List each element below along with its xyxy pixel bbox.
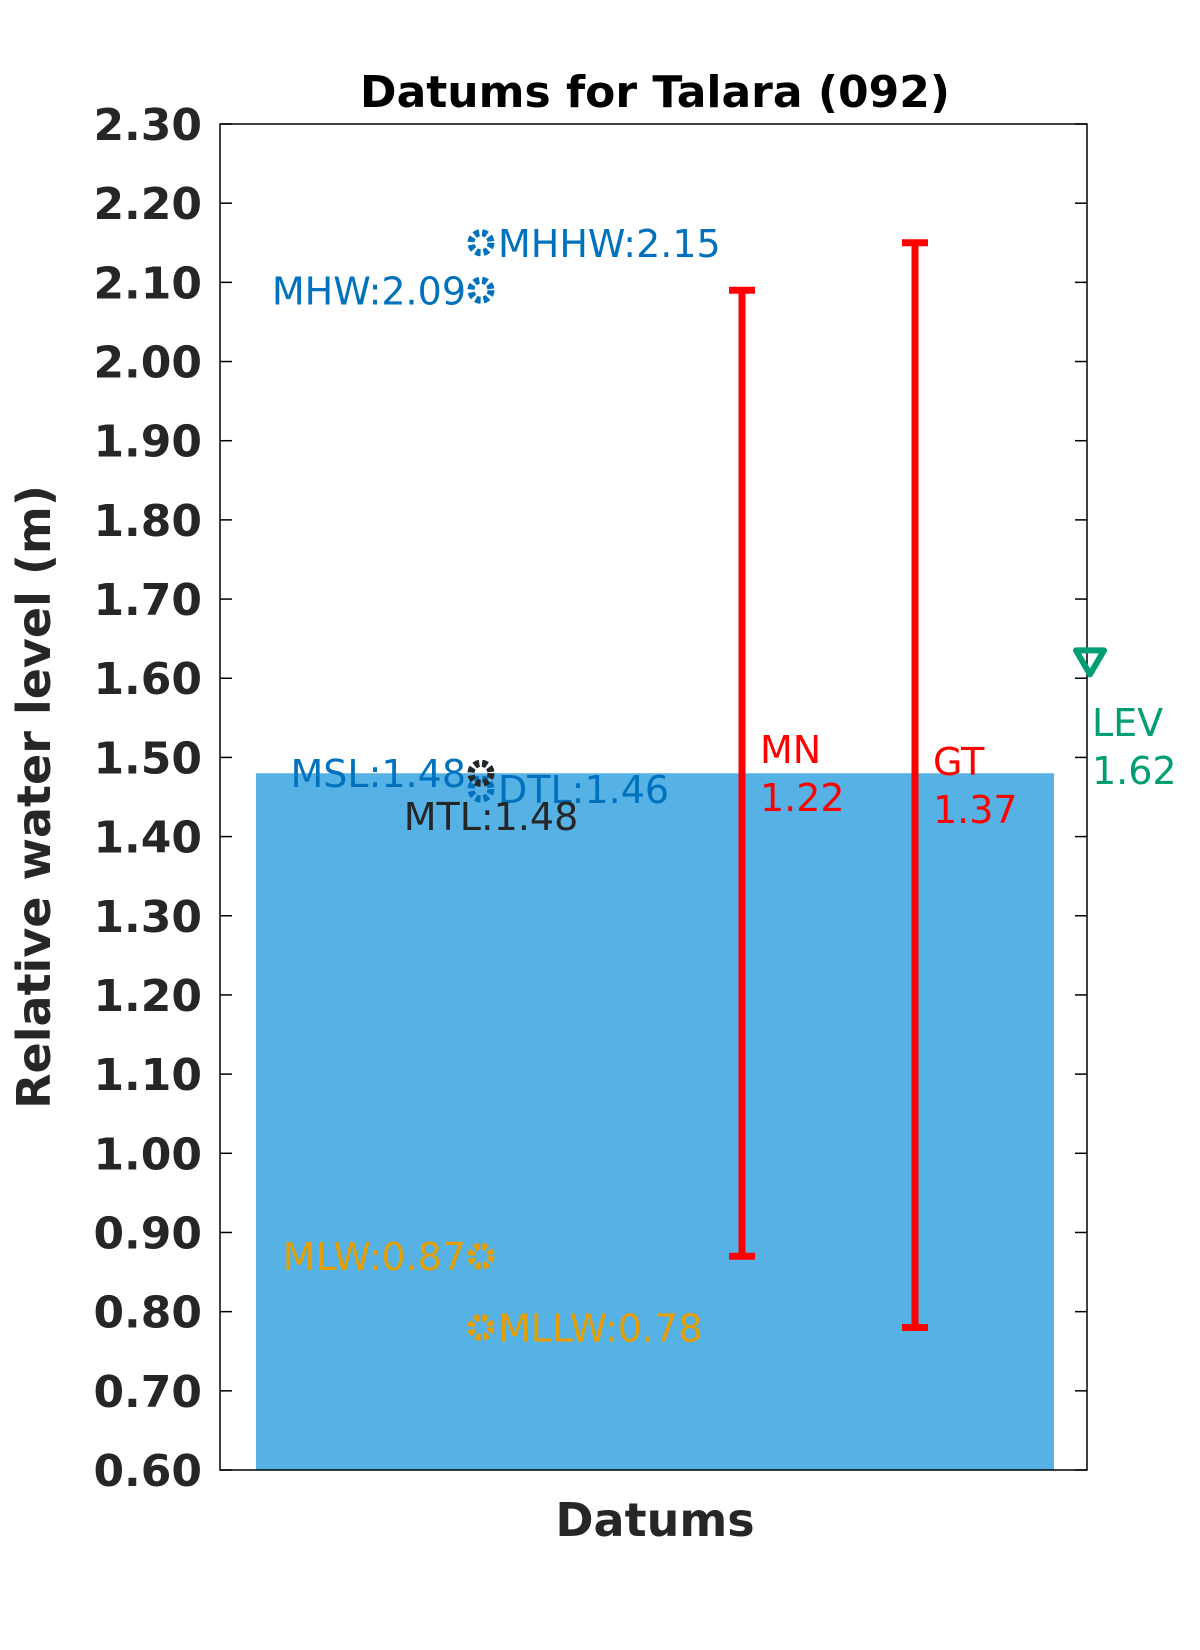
y-axis-label: Relative water level (m) (7, 485, 61, 1109)
datum-marker (467, 775, 495, 803)
y-tick-label: 1.20 (93, 971, 202, 1022)
datum-marker (467, 229, 495, 257)
datum-label: MHHW:2.15 (498, 222, 721, 266)
chart-title: Datums for Talara (092) (360, 67, 950, 118)
range-value-gt: 1.37 (933, 788, 1018, 832)
y-tick-label: 1.70 (93, 575, 202, 626)
x-axis-label: Datums (555, 1493, 754, 1547)
y-tick-label: 2.10 (93, 258, 202, 309)
y-axis-ticks: 0.60 0.70 0.80 0.90 1.00 1.10 1.20 1.30 1.40 1.50… (93, 100, 1087, 1497)
y-tick-label: 2.30 (93, 100, 202, 151)
datum-mtl: MTL:1.48 (404, 759, 579, 839)
range-value-mn: 1.22 (760, 776, 845, 820)
datum-label: MLW:0.87 (283, 1235, 466, 1279)
datum-marker (467, 1242, 495, 1270)
datum-label: MTL:1.48 (404, 795, 579, 839)
y-tick-label: 1.10 (93, 1050, 202, 1101)
y-tick-label: 0.90 (93, 1208, 202, 1259)
y-tick-label: 1.60 (93, 654, 202, 705)
level-triangle-icon (1073, 647, 1107, 678)
water-level-bar (256, 773, 1054, 1470)
y-tick-label: 1.00 (93, 1129, 202, 1180)
range-label-gt: GT (933, 740, 985, 784)
y-tick-label: 0.60 (93, 1446, 202, 1497)
datum-mhhw: MHHW:2.15 (467, 222, 721, 266)
range-bars: MN1.22 GT1.37 (729, 239, 1018, 1331)
y-tick-label: 2.20 (93, 179, 202, 230)
datum-markers: MHHW:2.15 MHW:2.09 MSL:1.48 DTL:1.46MTL:1.4… (272, 222, 721, 1351)
y-tick-label: 1.30 (93, 892, 202, 943)
y-tick-label: 0.80 (93, 1288, 202, 1339)
datum-msl: MSL:1.48 (291, 752, 495, 796)
datum-label: MSL:1.48 (291, 752, 467, 796)
y-tick-label: 0.70 (93, 1367, 202, 1418)
datum-mllw: MLLW:0.78 (467, 1306, 702, 1350)
y-tick-label: 1.80 (93, 496, 202, 547)
plot-frame (219, 123, 1088, 1471)
y-tick-label: 1.90 (93, 417, 202, 468)
datum-marker (467, 1313, 495, 1341)
datum-label: DTL:1.46 (498, 768, 669, 812)
datum-dtl: DTL:1.46 (467, 768, 669, 812)
level-label: LEV (1092, 701, 1163, 745)
range-label-mn: MN (760, 728, 821, 772)
y-tick-label: 1.40 (93, 813, 202, 864)
datum-mlw: MLW:0.87 (283, 1235, 495, 1279)
datum-marker (467, 759, 495, 787)
y-tick-label: 1.50 (93, 733, 202, 784)
datum-label: MLLW:0.78 (498, 1306, 702, 1350)
datum-marker (467, 276, 495, 304)
datum-label: MHW:2.09 (272, 269, 466, 313)
datum-mhw: MHW:2.09 (272, 269, 495, 313)
level-value: 1.62 (1092, 749, 1177, 793)
y-tick-label: 2.00 (93, 338, 202, 389)
